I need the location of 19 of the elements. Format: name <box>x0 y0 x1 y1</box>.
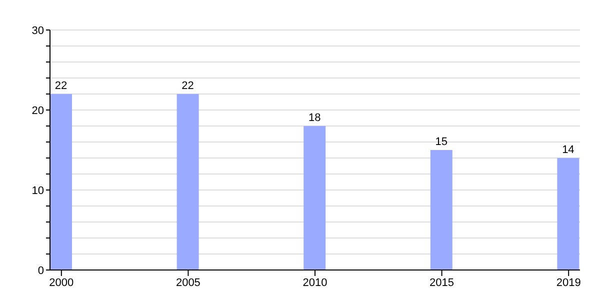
y-tick-label: 20 <box>32 104 44 117</box>
bar <box>557 158 580 270</box>
data-label: 22 <box>182 80 194 92</box>
bar <box>176 94 199 270</box>
x-tick-label: 2019 <box>556 276 581 289</box>
data-label: 18 <box>308 112 321 124</box>
data-label: 14 <box>562 144 574 156</box>
bar <box>304 126 326 270</box>
data-label: 22 <box>54 80 68 92</box>
x-tick-label: 2000 <box>49 276 74 289</box>
y-tick-label: 30 <box>32 24 44 37</box>
y-tick-label: 10 <box>32 184 44 197</box>
bar <box>50 94 72 270</box>
y-tick-label: 0 <box>38 264 44 277</box>
x-tick-label: 2010 <box>302 276 328 289</box>
x-tick-label: 2005 <box>176 276 200 289</box>
bar <box>430 150 452 270</box>
data-label: 15 <box>435 136 448 148</box>
x-tick-label: 2015 <box>430 276 454 289</box>
